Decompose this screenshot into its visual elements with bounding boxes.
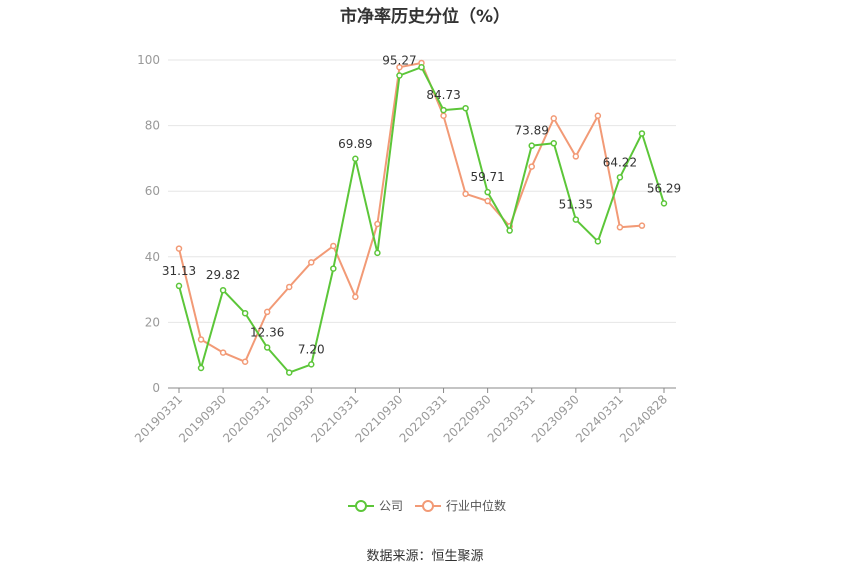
y-tick-label: 100 bbox=[137, 53, 160, 67]
data-point[interactable] bbox=[638, 130, 646, 137]
legend-item-company[interactable]: 公司 bbox=[348, 499, 403, 513]
data-label: 29.82 bbox=[206, 268, 240, 282]
legend-label: 公司 bbox=[379, 499, 403, 513]
axes: 0204060801002019033120190930202003312020… bbox=[132, 53, 676, 445]
data-label: 7.20 bbox=[298, 342, 325, 356]
legend-marker bbox=[355, 500, 367, 512]
data-point[interactable] bbox=[418, 63, 425, 71]
data-label: 56.29 bbox=[647, 181, 681, 195]
data-point[interactable] bbox=[484, 188, 491, 196]
data-point[interactable] bbox=[484, 197, 491, 205]
data-point[interactable] bbox=[241, 358, 249, 366]
series-industry-median bbox=[175, 59, 646, 366]
legend-marker bbox=[422, 500, 434, 512]
data-point[interactable] bbox=[175, 282, 183, 290]
data-label: 12.36 bbox=[250, 325, 284, 339]
data-label: 69.89 bbox=[338, 137, 372, 151]
data-point[interactable] bbox=[374, 249, 381, 257]
data-point[interactable] bbox=[241, 309, 249, 317]
data-point[interactable] bbox=[308, 259, 315, 266]
data-point[interactable] bbox=[594, 238, 602, 245]
data-point[interactable] bbox=[506, 227, 513, 234]
y-tick-label: 20 bbox=[145, 315, 160, 329]
data-point[interactable] bbox=[352, 155, 359, 163]
data-point[interactable] bbox=[197, 336, 205, 343]
legend-item-industry-median[interactable]: 行业中位数 bbox=[415, 498, 506, 513]
data-label: 59.71 bbox=[470, 170, 504, 184]
data-point[interactable] bbox=[440, 106, 447, 114]
data-point[interactable] bbox=[616, 224, 624, 231]
data-point[interactable] bbox=[396, 63, 403, 71]
legend[interactable]: 公司 行业中位数 bbox=[348, 498, 506, 513]
y-tick-label: 0 bbox=[152, 381, 160, 395]
data-point[interactable] bbox=[528, 163, 535, 170]
y-tick-label: 40 bbox=[145, 250, 160, 264]
data-label: 31.13 bbox=[162, 264, 196, 278]
data-point[interactable] bbox=[219, 286, 227, 294]
data-point[interactable] bbox=[396, 72, 403, 79]
data-point[interactable] bbox=[330, 265, 337, 272]
data-point[interactable] bbox=[374, 220, 381, 228]
series-company bbox=[175, 63, 668, 376]
data-point[interactable] bbox=[572, 153, 580, 160]
data-point[interactable] bbox=[572, 216, 580, 223]
data-labels: 31.13 29.82 12.36 7.20 69.89 95.27 84.73 59.71 7… bbox=[162, 54, 681, 357]
data-point[interactable] bbox=[660, 200, 668, 207]
data-point[interactable] bbox=[263, 344, 271, 351]
data-point[interactable] bbox=[197, 364, 205, 372]
data-point[interactable] bbox=[550, 140, 558, 147]
data-point[interactable] bbox=[528, 142, 535, 149]
data-point[interactable] bbox=[462, 104, 469, 112]
source-note: 数据来源：恒生聚源 bbox=[366, 549, 484, 564]
data-point[interactable] bbox=[550, 115, 558, 122]
chart-title: 市净率历史分位（%） bbox=[339, 7, 511, 27]
data-point[interactable] bbox=[638, 222, 646, 229]
data-label: 64.22 bbox=[603, 155, 637, 169]
data-point[interactable] bbox=[352, 293, 359, 301]
data-point[interactable] bbox=[330, 242, 337, 250]
data-point[interactable] bbox=[219, 349, 227, 356]
data-point[interactable] bbox=[594, 112, 602, 120]
series-lines bbox=[175, 59, 668, 376]
data-point[interactable] bbox=[440, 112, 447, 120]
data-label: 95.27 bbox=[382, 54, 416, 68]
data-point[interactable] bbox=[462, 190, 469, 198]
data-label: 51.35 bbox=[559, 198, 593, 212]
data-point[interactable] bbox=[308, 361, 315, 368]
data-label: 84.73 bbox=[426, 88, 460, 102]
data-point[interactable] bbox=[263, 308, 271, 316]
legend-label: 行业中位数 bbox=[446, 498, 506, 513]
grid-lines bbox=[168, 59, 676, 323]
y-tick-label: 60 bbox=[145, 184, 160, 198]
data-label: 73.89 bbox=[515, 124, 549, 138]
data-point[interactable] bbox=[175, 245, 183, 252]
series-line bbox=[178, 62, 643, 363]
x-tick-label: 20240828 bbox=[617, 392, 670, 445]
data-point[interactable] bbox=[285, 283, 293, 291]
data-point[interactable] bbox=[285, 369, 293, 376]
y-tick-label: 80 bbox=[145, 119, 160, 133]
data-point[interactable] bbox=[616, 174, 624, 181]
